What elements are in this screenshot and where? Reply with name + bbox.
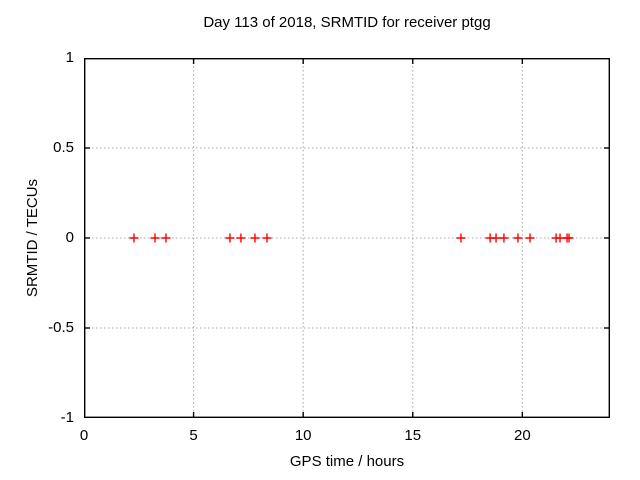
y-tick-label: -0.5 xyxy=(48,319,74,336)
data-point-marker xyxy=(491,233,501,243)
plot-border xyxy=(84,58,610,418)
data-point-marker xyxy=(564,233,574,243)
data-point-marker xyxy=(225,233,235,243)
data-point-marker xyxy=(456,233,466,243)
x-axis-label: GPS time / hours xyxy=(289,453,405,470)
data-point-marker xyxy=(129,233,139,243)
y-tick-label: -1 xyxy=(60,409,74,426)
data-point-marker xyxy=(236,233,246,243)
plot-area xyxy=(84,58,610,418)
x-tick-label: 15 xyxy=(404,427,422,444)
data-point-marker xyxy=(513,233,523,243)
data-point-marker xyxy=(499,233,509,243)
x-tick-label: 0 xyxy=(79,427,89,444)
data-point-marker xyxy=(262,233,272,243)
data-point-marker xyxy=(250,233,260,243)
y-tick-label: 0 xyxy=(65,229,74,246)
plot-canvas xyxy=(84,58,610,418)
y-tick-label: 0.5 xyxy=(53,139,74,156)
y-tick-label: 1 xyxy=(65,49,74,66)
data-point-marker xyxy=(161,233,171,243)
data-point-marker xyxy=(525,233,535,243)
x-tick-label: 20 xyxy=(513,427,531,444)
data-point-marker xyxy=(150,233,160,243)
chart-title: Day 113 of 2018, SRMTID for receiver ptg… xyxy=(203,14,491,31)
x-tick-label: 10 xyxy=(294,427,312,444)
x-tick-label: 5 xyxy=(189,427,198,444)
